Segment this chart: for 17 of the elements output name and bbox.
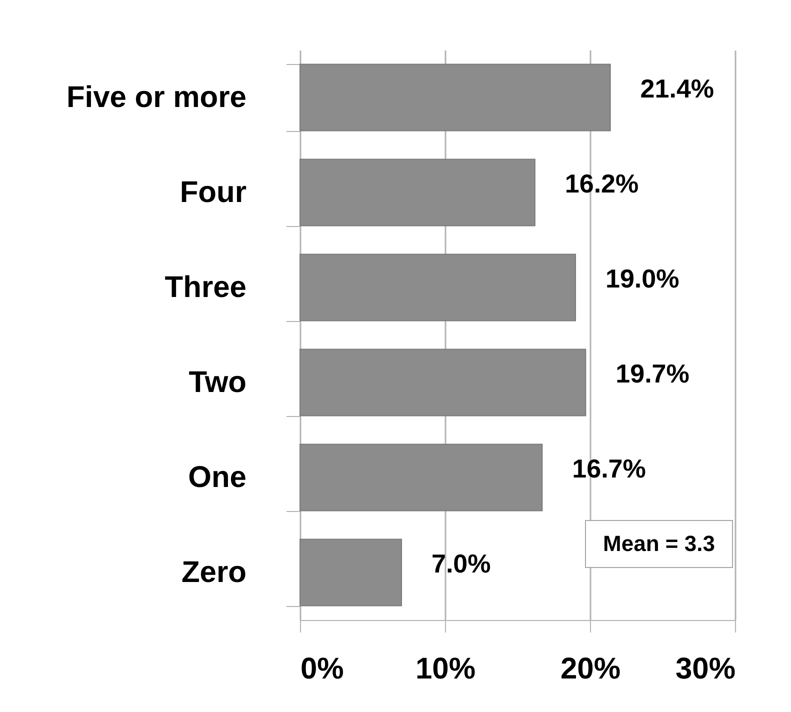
x-tick-label: 10% [415, 652, 476, 686]
y-tick-label: One [188, 461, 246, 494]
annotation: Mean = 3.3 [585, 520, 733, 568]
data-label: 19.7% [616, 358, 690, 388]
x-tick-label: 20% [560, 652, 621, 686]
y-tick-label: Three [164, 271, 246, 304]
data-label: 21.4% [640, 74, 714, 104]
y-tick-label: Five or more [66, 81, 246, 114]
y-tick-label: Zero [181, 556, 246, 589]
data-label: 16.7% [572, 454, 646, 484]
data-label: 16.2% [564, 168, 639, 198]
y-tick-label: Four [180, 176, 247, 209]
data-label: 7.0% [432, 548, 491, 578]
x-tick-label: 30% [675, 652, 736, 686]
x-tick-label: 0% [300, 652, 344, 686]
y-tick-label: Two [188, 366, 246, 399]
data-label: 19.0% [606, 264, 680, 294]
